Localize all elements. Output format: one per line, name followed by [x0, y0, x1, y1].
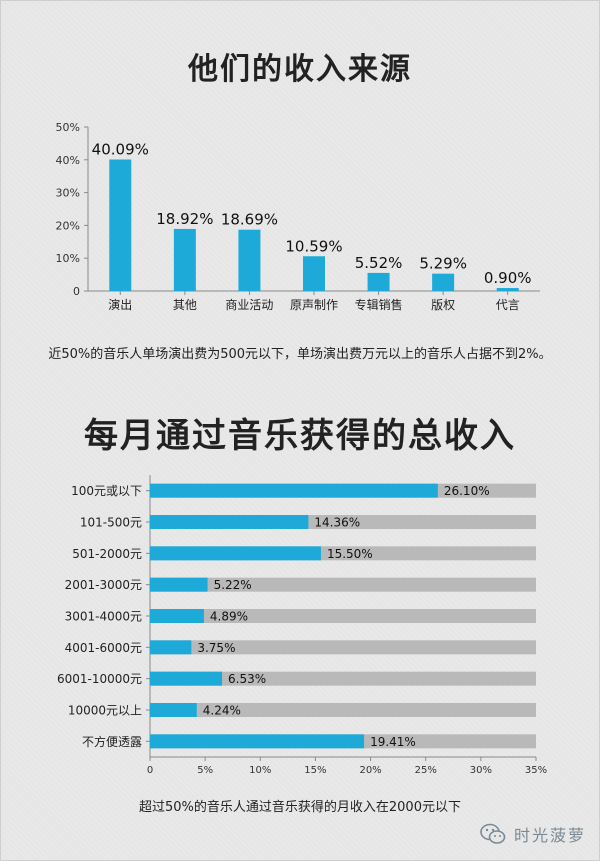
- bar-value-label: 40.09%: [92, 141, 149, 159]
- bar-value-label: 0.90%: [484, 269, 532, 287]
- y-tick-label: 50%: [56, 121, 80, 134]
- chart2-title: 每月通过音乐获得的总收入: [84, 416, 516, 456]
- bar-value-label: 4.24%: [203, 704, 241, 718]
- bar: [109, 159, 132, 291]
- bar-value-label: 19.41%: [370, 735, 416, 749]
- x-tick-label: 代言: [496, 298, 520, 312]
- bar: [173, 228, 196, 291]
- bar: [150, 609, 204, 623]
- y-tick-label: 100元或以下: [71, 484, 142, 498]
- watermark-text: 时光菠萝: [513, 826, 586, 845]
- bar-value-label: 3.75%: [197, 641, 235, 655]
- y-tick-label: 20%: [56, 219, 80, 232]
- y-tick-label: 6001-10000元: [57, 672, 142, 686]
- x-tick-label: 35%: [525, 765, 547, 776]
- y-tick-label: 101-500元: [80, 516, 142, 530]
- bar-value-label: 5.52%: [355, 254, 403, 272]
- y-tick-label: 40%: [56, 154, 80, 167]
- bar: [150, 734, 365, 749]
- x-tick-label: 20%: [359, 765, 381, 776]
- bar-value-label: 18.92%: [156, 210, 213, 228]
- chart1-caption: 近50%的音乐人单场演出费为500元以下，单场演出费万元以上的音乐人占据不到2%…: [48, 347, 552, 362]
- bar-track: [150, 577, 536, 592]
- x-tick-label: 版权: [431, 298, 455, 312]
- y-tick-label: 3001-4000元: [65, 610, 142, 624]
- chart2-caption: 超过50%的音乐人通过音乐获得的月收入在2000元以下: [139, 800, 461, 815]
- bar-value-label: 14.36%: [314, 516, 360, 530]
- bar: [496, 288, 519, 291]
- bar-track: [150, 609, 536, 623]
- bar-value-label: 5.29%: [419, 255, 467, 273]
- bar-track: [150, 703, 536, 717]
- y-tick-label: 501-2000元: [72, 547, 142, 561]
- y-tick-label: 0: [73, 285, 80, 298]
- wechat-icon: [480, 823, 506, 844]
- bar: [150, 515, 309, 529]
- y-tick-label: 2001-3000元: [65, 578, 142, 592]
- bar: [150, 483, 438, 498]
- bar-track: [150, 640, 536, 655]
- bar-value-label: 6.53%: [228, 672, 266, 686]
- bar: [150, 703, 197, 717]
- x-tick-label: 15%: [304, 765, 326, 776]
- watermark: 时光菠萝: [480, 822, 586, 846]
- bar: [150, 640, 192, 655]
- bar-value-label: 4.89%: [210, 610, 248, 624]
- x-tick-label: 30%: [470, 765, 492, 776]
- y-tick-label: 10000元以上: [68, 704, 142, 718]
- x-tick-label: 5%: [197, 765, 213, 776]
- chart1-income-sources: 0 10% 20% 30% 40% 50% 40.09% 演出 18.92% 其他 18.69% 商业…: [56, 121, 540, 312]
- bar: [367, 272, 390, 291]
- x-tick-label: 专辑销售: [355, 297, 403, 312]
- x-tick-label: 其他: [173, 298, 197, 312]
- bar: [150, 577, 208, 592]
- bar: [150, 671, 223, 686]
- chart1-title: 他们的收入来源: [188, 52, 412, 87]
- x-tick-label: 25%: [415, 765, 437, 776]
- bar-value-label: 15.50%: [327, 547, 373, 561]
- y-tick-label: 30%: [56, 187, 80, 200]
- chart2-monthly-income: 0 5% 10% 15% 20% 25% 30% 35% 26.10% 100元或以下 14.36%…: [57, 475, 547, 776]
- y-tick-label: 10%: [56, 252, 80, 265]
- bar-value-label: 18.69%: [221, 211, 278, 229]
- y-tick-label: 不方便透露: [82, 734, 142, 749]
- y-tick-label: 4001-6000元: [65, 641, 142, 655]
- x-tick-label: 商业活动: [225, 297, 273, 312]
- x-tick-label: 原声制作: [290, 298, 338, 312]
- x-tick-label: 0: [147, 765, 153, 776]
- bar-value-label: 10.59%: [285, 237, 342, 255]
- x-tick-label: 10%: [249, 765, 271, 776]
- bar-track: [150, 671, 536, 686]
- bar: [303, 256, 325, 291]
- bar-value-label: 5.22%: [214, 578, 252, 592]
- bar: [432, 273, 455, 291]
- bar: [238, 229, 261, 291]
- x-tick-label: 演出: [108, 297, 132, 312]
- bar: [150, 546, 321, 561]
- bar-value-label: 26.10%: [444, 484, 490, 498]
